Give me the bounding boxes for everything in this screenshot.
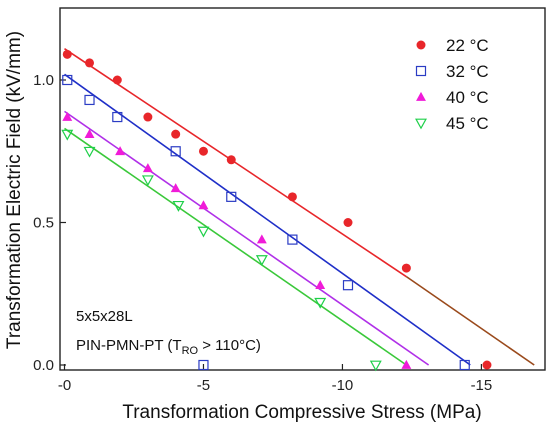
annotation-material-sub: RO: [182, 345, 199, 357]
data-point-series-1: [401, 263, 411, 273]
legend: 22 °C 32 °C 40 °C 45 °C: [415, 36, 489, 133]
x-tick-label: -5: [197, 377, 210, 394]
plot-frame: [59, 7, 546, 371]
annotation-material-prefix: PIN-PMN-PT (T: [76, 337, 182, 354]
fit-line-extension-series-1: [405, 275, 535, 366]
legend-label-series-2: 32 °C: [446, 62, 489, 81]
data-point-series-1: [62, 49, 72, 59]
data-point-series-1: [343, 218, 353, 227]
data-point-series-4: [141, 175, 154, 187]
annotation-material-suffix: > 110°C): [198, 337, 261, 354]
axis-ticks: -0 -5 -10 -15 0.0 0.5 1.0: [33, 72, 492, 394]
y-tick-label: 1.0: [33, 72, 54, 89]
y-tick-label: 0.0: [33, 357, 54, 374]
data-point-series-1: [482, 360, 492, 370]
legend-marker-series-1: [416, 40, 426, 50]
data-point-series-3: [256, 234, 267, 244]
fit-line-series-3: [64, 110, 430, 366]
data-point-series-1: [198, 146, 208, 156]
data-point-series-3: [401, 359, 412, 369]
data-point-series-2: [62, 74, 73, 86]
data-point-series-2: [112, 111, 123, 123]
data-point-series-2: [287, 234, 298, 245]
data-point-series-3: [315, 280, 326, 290]
data-point-series-1: [226, 155, 236, 165]
fit-line-series-1: [64, 47, 407, 278]
data-point-series-3: [115, 146, 126, 156]
data-point-series-2: [226, 191, 237, 202]
data-point-series-2: [198, 359, 209, 371]
data-point-series-3: [84, 128, 95, 138]
x-tick-label: -15: [471, 377, 493, 394]
y-axis-title: Transformation Electric Field (kV/mm): [4, 31, 25, 349]
data-point-series-4: [172, 200, 185, 212]
data-point-series-3: [142, 163, 153, 173]
data-point-series-2: [342, 280, 354, 291]
data-point-series-3: [62, 111, 73, 121]
data-point-series-1: [85, 58, 95, 68]
data-point-series-3: [198, 200, 209, 210]
annotation-sample: 5x5x28L: [76, 308, 133, 325]
legend-label-series-3: 40 °C: [446, 88, 489, 107]
y-tick-label: 0.5: [33, 215, 54, 232]
data-point-series-4: [61, 129, 74, 141]
x-tick-label: -0: [58, 377, 71, 394]
data-point-series-2: [170, 146, 181, 157]
data-point-series-4: [255, 255, 268, 266]
legend-marker-series-3: [416, 91, 426, 101]
x-axis-title: Transformation Compressive Stress (MPa): [122, 402, 481, 423]
data-point-series-1: [171, 129, 181, 139]
data-point-series-1: [287, 192, 297, 202]
annotation-material: PIN-PMN-PT (TRO > 110°C): [76, 337, 261, 357]
data-point-series-2: [84, 94, 95, 106]
fit-line-series-2: [64, 73, 471, 366]
legend-label-series-1: 22 °C: [446, 36, 489, 55]
legend-label-series-4: 45 °C: [446, 114, 489, 133]
data-point-series-1: [112, 75, 122, 85]
x-tick-label: -10: [332, 377, 354, 394]
fit-line-series-4: [64, 127, 407, 366]
data-point-series-4: [83, 146, 96, 158]
data-point-series-1: [143, 112, 153, 122]
legend-marker-series-4: [415, 118, 427, 130]
data-point-series-2: [459, 359, 470, 371]
legend-marker-series-2: [415, 65, 427, 77]
data-point-series-4: [314, 297, 327, 309]
data-point-series-4: [197, 226, 210, 238]
data-points: [61, 49, 492, 372]
data-point-series-3: [170, 183, 181, 193]
fit-lines: [64, 47, 535, 366]
data-point-series-4: [369, 360, 382, 372]
